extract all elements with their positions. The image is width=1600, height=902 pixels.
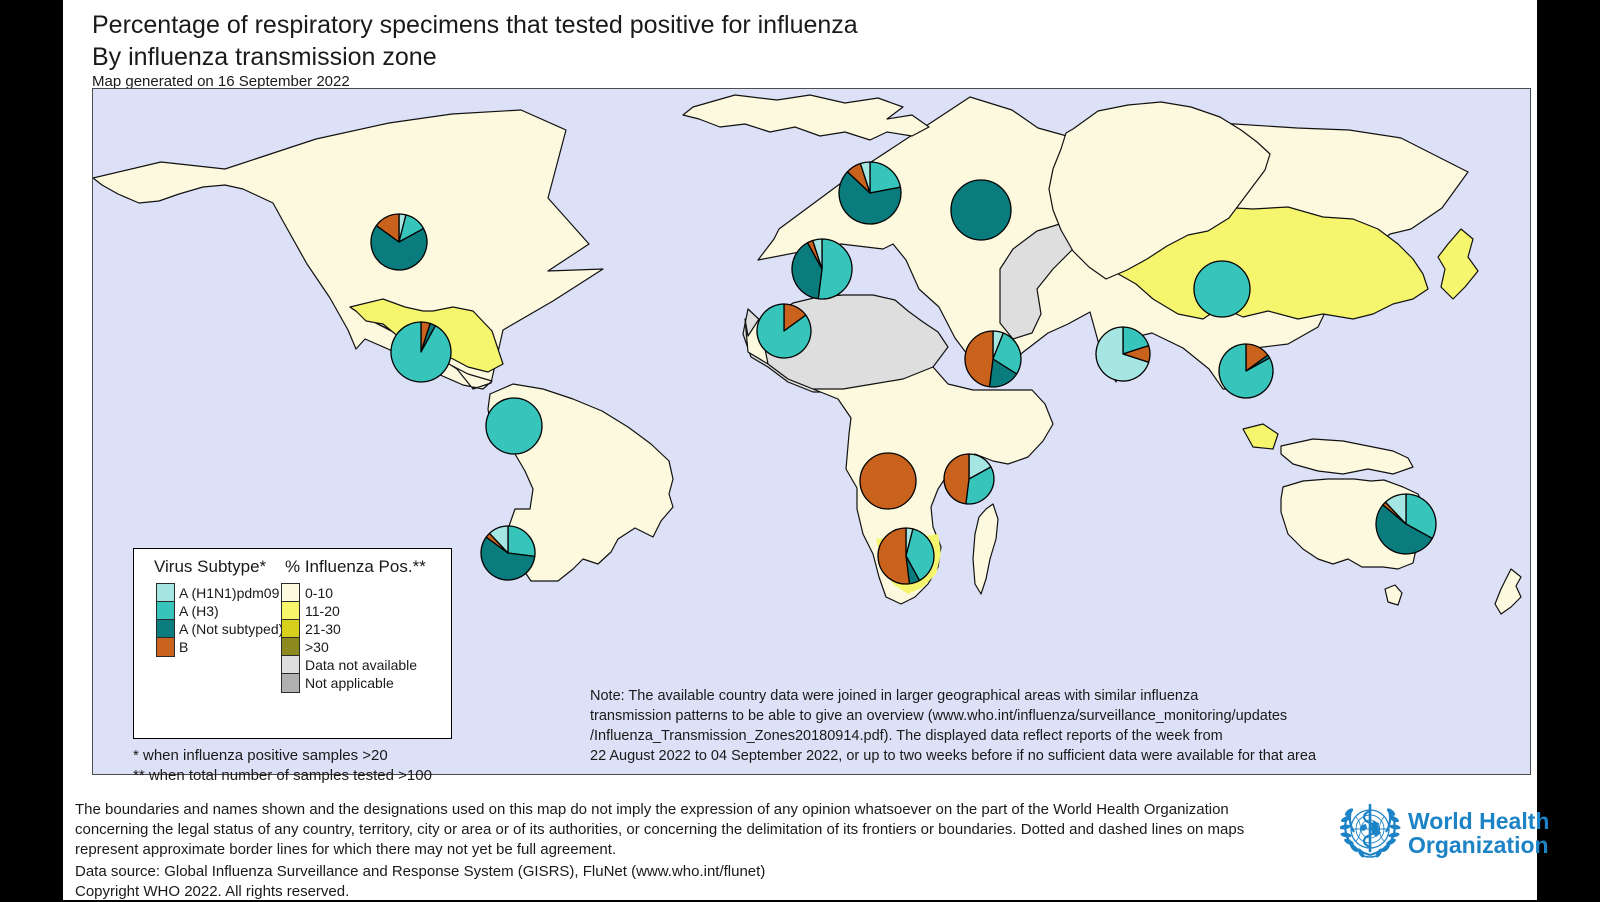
svg-text:World Health: World Health bbox=[1408, 808, 1549, 834]
svg-text:Organization: Organization bbox=[1408, 832, 1549, 858]
